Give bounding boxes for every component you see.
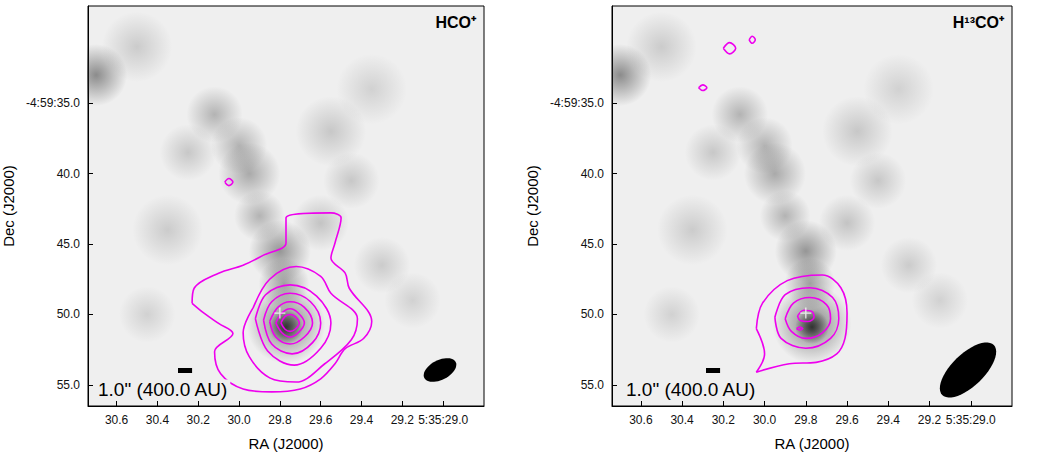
svg-text:1.0" (400.0 AU): 1.0" (400.0 AU) [626, 379, 755, 400]
svg-text:40.0: 40.0 [581, 167, 605, 181]
svg-text:1.0" (400.0 AU): 1.0" (400.0 AU) [98, 379, 227, 400]
svg-text:29.2: 29.2 [391, 413, 415, 427]
svg-text:30.4: 30.4 [670, 413, 694, 427]
svg-text:5:35:29.0: 5:35:29.0 [418, 413, 468, 427]
svg-text:55.0: 55.0 [57, 378, 81, 392]
svg-text:40.0: 40.0 [57, 167, 81, 181]
svg-text:H¹³CO⁺: H¹³CO⁺ [953, 14, 1005, 31]
svg-text:30.2: 30.2 [187, 413, 211, 427]
svg-text:30.0: 30.0 [227, 413, 251, 427]
svg-text:30.4: 30.4 [146, 413, 170, 427]
svg-text:55.0: 55.0 [581, 378, 605, 392]
svg-text:Dec (J2000): Dec (J2000) [524, 165, 541, 247]
svg-text:Dec (J2000): Dec (J2000) [0, 165, 17, 247]
svg-text:50.0: 50.0 [57, 307, 81, 321]
svg-text:50.0: 50.0 [581, 307, 605, 321]
svg-text:30.6: 30.6 [105, 413, 129, 427]
svg-text:-4:59:35.0: -4:59:35.0 [26, 96, 80, 110]
svg-text:45.0: 45.0 [581, 237, 605, 251]
svg-text:29.8: 29.8 [794, 413, 818, 427]
svg-text:30.2: 30.2 [712, 413, 736, 427]
svg-text:RA (J2000): RA (J2000) [774, 435, 849, 452]
svg-text:29.4: 29.4 [350, 413, 374, 427]
svg-text:30.6: 30.6 [629, 413, 653, 427]
svg-text:RA (J2000): RA (J2000) [248, 435, 323, 452]
svg-text:29.2: 29.2 [918, 413, 942, 427]
svg-text:45.0: 45.0 [57, 237, 81, 251]
svg-text:29.6: 29.6 [309, 413, 333, 427]
svg-text:30.0: 30.0 [753, 413, 777, 427]
svg-text:-4:59:35.0: -4:59:35.0 [550, 96, 604, 110]
svg-text:HCO⁺: HCO⁺ [435, 14, 477, 31]
svg-text:29.4: 29.4 [877, 413, 901, 427]
svg-text:29.8: 29.8 [268, 413, 292, 427]
svg-text:29.6: 29.6 [835, 413, 859, 427]
svg-text:5:35:29.0: 5:35:29.0 [946, 413, 996, 427]
